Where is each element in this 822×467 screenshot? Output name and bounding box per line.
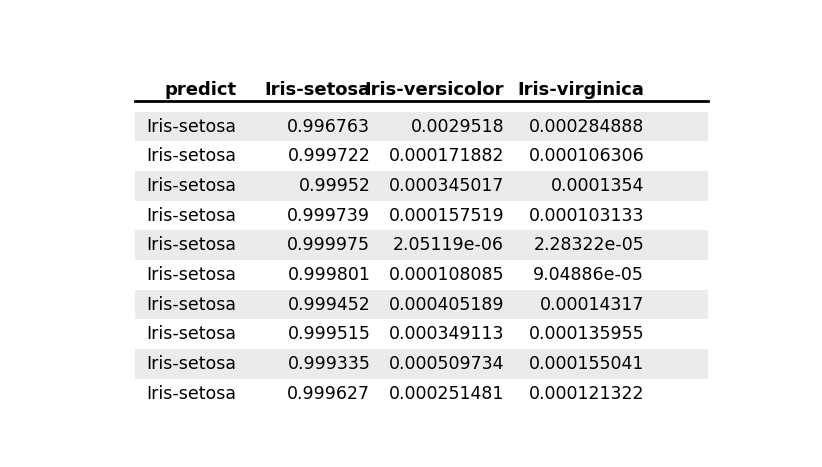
Text: 0.999452: 0.999452 <box>288 296 370 314</box>
Text: 0.000284888: 0.000284888 <box>529 118 644 135</box>
Text: 0.999515: 0.999515 <box>288 325 370 343</box>
Text: 0.000155041: 0.000155041 <box>529 355 644 373</box>
Text: 0.000121322: 0.000121322 <box>529 385 644 403</box>
Text: Iris-setosa: Iris-setosa <box>146 296 237 314</box>
FancyBboxPatch shape <box>135 171 708 201</box>
Text: Iris-versicolor: Iris-versicolor <box>365 81 504 99</box>
Text: 0.000108085: 0.000108085 <box>389 266 504 284</box>
Text: 0.996763: 0.996763 <box>288 118 370 135</box>
Text: Iris-setosa: Iris-setosa <box>146 385 237 403</box>
Text: 0.000251481: 0.000251481 <box>389 385 504 403</box>
Text: 0.000171882: 0.000171882 <box>389 147 504 165</box>
Text: predict: predict <box>164 81 237 99</box>
Text: 0.999739: 0.999739 <box>288 206 370 225</box>
Text: 0.999627: 0.999627 <box>288 385 370 403</box>
Text: Iris-setosa: Iris-setosa <box>146 266 237 284</box>
Text: 0.000135955: 0.000135955 <box>529 325 644 343</box>
Text: 0.000349113: 0.000349113 <box>389 325 504 343</box>
Text: Iris-setosa: Iris-setosa <box>146 177 237 195</box>
Text: 0.0001354: 0.0001354 <box>551 177 644 195</box>
Text: 2.28322e-05: 2.28322e-05 <box>533 236 644 254</box>
Text: Iris-setosa: Iris-setosa <box>146 355 237 373</box>
Text: 0.000106306: 0.000106306 <box>529 147 644 165</box>
Text: 0.999975: 0.999975 <box>288 236 370 254</box>
Text: 2.05119e-06: 2.05119e-06 <box>393 236 504 254</box>
Text: Iris-setosa: Iris-setosa <box>264 81 370 99</box>
Text: Iris-setosa: Iris-setosa <box>146 325 237 343</box>
Text: 0.000509734: 0.000509734 <box>389 355 504 373</box>
Text: Iris-setosa: Iris-setosa <box>146 147 237 165</box>
Text: 0.999801: 0.999801 <box>288 266 370 284</box>
Text: 0.000103133: 0.000103133 <box>529 206 644 225</box>
Text: Iris-setosa: Iris-setosa <box>146 206 237 225</box>
FancyBboxPatch shape <box>135 290 708 319</box>
Text: 0.000405189: 0.000405189 <box>389 296 504 314</box>
Text: 0.000157519: 0.000157519 <box>389 206 504 225</box>
FancyBboxPatch shape <box>135 112 708 142</box>
Text: 0.000345017: 0.000345017 <box>389 177 504 195</box>
Text: 9.04886e-05: 9.04886e-05 <box>533 266 644 284</box>
FancyBboxPatch shape <box>135 230 708 260</box>
FancyBboxPatch shape <box>135 349 708 379</box>
Text: 0.999722: 0.999722 <box>288 147 370 165</box>
Text: Iris-virginica: Iris-virginica <box>517 81 644 99</box>
Text: 0.0029518: 0.0029518 <box>410 118 504 135</box>
Text: Iris-setosa: Iris-setosa <box>146 118 237 135</box>
Text: Iris-setosa: Iris-setosa <box>146 236 237 254</box>
Text: 0.999335: 0.999335 <box>288 355 370 373</box>
Text: 0.99952: 0.99952 <box>298 177 370 195</box>
Text: 0.00014317: 0.00014317 <box>540 296 644 314</box>
